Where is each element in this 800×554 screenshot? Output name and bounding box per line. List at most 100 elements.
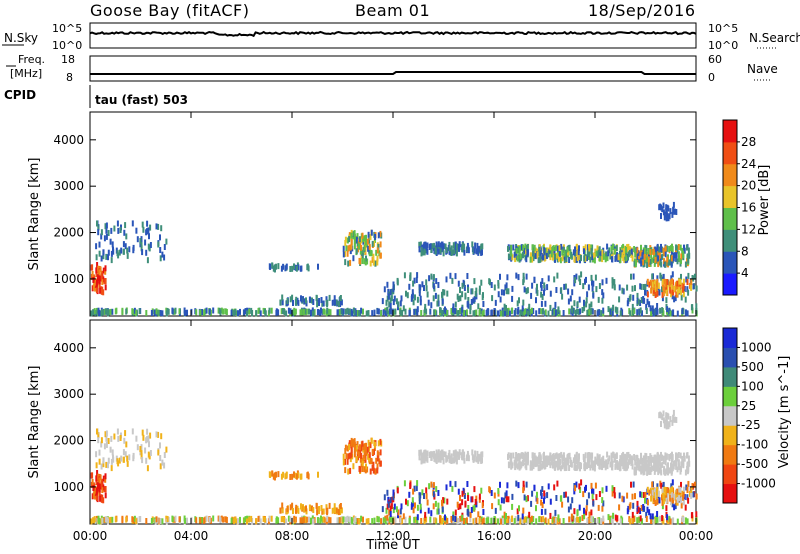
data-cell (157, 241, 160, 248)
data-cell (363, 235, 366, 242)
data-cell (688, 490, 691, 497)
data-cell (499, 296, 502, 303)
data-cell (420, 247, 423, 254)
data-cell (633, 454, 636, 460)
data-cell (639, 508, 642, 514)
data-cell (426, 499, 429, 506)
data-cell (420, 455, 423, 462)
data-cell (675, 291, 678, 298)
data-cell (523, 455, 526, 462)
data-cell (201, 517, 203, 523)
data-cell (564, 461, 566, 468)
data-cell (270, 515, 273, 522)
data-cell (432, 295, 435, 302)
data-cell (622, 255, 625, 262)
data-cell (601, 256, 604, 263)
data-cell (100, 437, 103, 444)
data-cell (526, 453, 529, 459)
data-cell (463, 285, 466, 291)
data-cell (632, 481, 635, 488)
data-cell (109, 308, 112, 315)
data-cell (273, 472, 276, 479)
data-cell (601, 289, 604, 296)
data-cell (103, 278, 106, 285)
data-cell (642, 504, 645, 510)
data-cell (389, 516, 392, 523)
data-cell (356, 449, 359, 456)
data-cell (166, 308, 169, 314)
data-cell (656, 483, 659, 490)
data-cell (100, 288, 103, 295)
data-cell (657, 252, 660, 259)
data-cell (416, 514, 419, 521)
data-cell (601, 505, 604, 512)
data-cell (250, 515, 253, 522)
data-cell (230, 517, 233, 524)
data-cell (670, 245, 672, 252)
data-cell (591, 285, 594, 292)
data-cell (662, 202, 665, 209)
data-cell (595, 286, 598, 293)
data-cell (467, 495, 470, 501)
data-cell (503, 497, 505, 504)
data-cell (543, 497, 545, 504)
data-cell (502, 310, 504, 317)
data-cell (408, 310, 411, 317)
data-cell (466, 300, 469, 307)
data-cell (366, 238, 369, 245)
data-cell (596, 518, 599, 525)
data-cell (370, 249, 373, 256)
data-cell (297, 472, 300, 479)
data-cell (554, 309, 557, 316)
data-cell (625, 247, 628, 253)
data-cell (549, 244, 552, 251)
data-cell (329, 309, 332, 316)
data-cell (475, 287, 478, 294)
data-cell (405, 498, 407, 505)
data-cell (619, 518, 622, 525)
data-cell (666, 492, 669, 499)
data-cell (600, 310, 603, 317)
data-cell (396, 487, 399, 494)
data-cell (100, 273, 103, 280)
data-cell (680, 294, 683, 301)
data-cell (113, 225, 116, 232)
data-cell (277, 309, 280, 316)
data-cell (622, 451, 625, 458)
data-cell (471, 496, 474, 503)
data-cell (140, 236, 143, 243)
data-cell (661, 295, 664, 302)
data-cell (98, 275, 101, 282)
data-cell (450, 245, 453, 252)
data-cell (547, 275, 550, 282)
data-cell (531, 464, 534, 471)
data-cell (331, 507, 334, 514)
data-cell (159, 442, 161, 449)
data-cell (503, 511, 506, 518)
data-cell (586, 309, 589, 316)
data-cell (317, 471, 319, 478)
data-cell (535, 518, 538, 525)
data-cell (436, 453, 439, 460)
data-cell (650, 460, 653, 467)
data-cell (369, 468, 372, 475)
data-cell (650, 258, 653, 264)
data-cell (567, 298, 570, 305)
data-cell (339, 295, 342, 301)
data-cell (199, 517, 202, 524)
data-cell (671, 289, 674, 296)
data-cell (360, 253, 363, 260)
data-cell (344, 259, 347, 266)
data-cell (424, 511, 427, 518)
data-cell (366, 258, 369, 265)
data-cell (333, 295, 336, 302)
data-cell (482, 517, 485, 524)
data-cell (355, 236, 358, 243)
data-cell (377, 440, 380, 447)
data-cell (345, 245, 348, 252)
data-cell (651, 481, 654, 488)
data-cell (648, 469, 651, 475)
data-cell (531, 282, 534, 289)
data-cell (435, 486, 438, 493)
